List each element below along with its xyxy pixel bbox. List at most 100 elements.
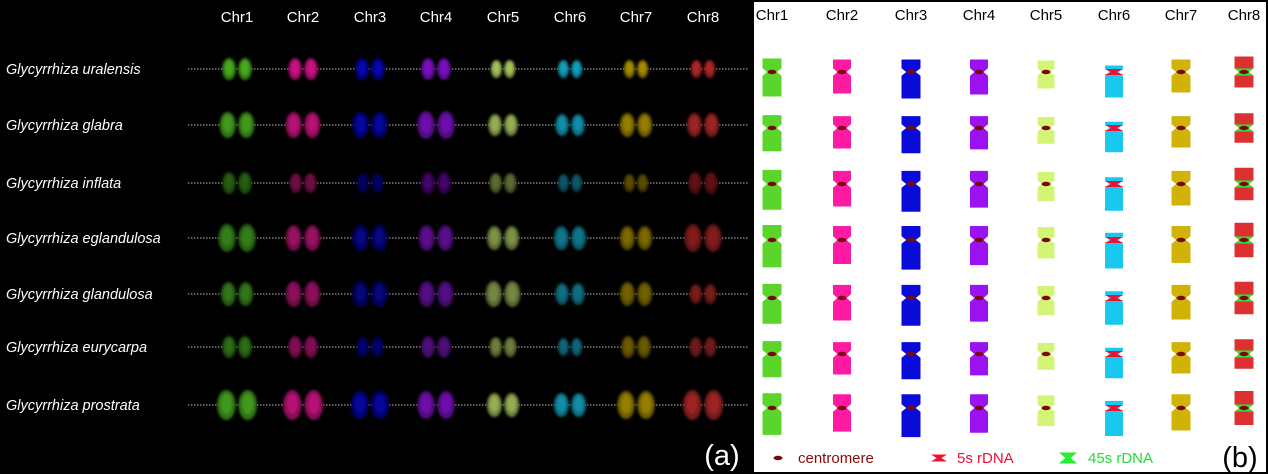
chromatid-core [240,174,250,190]
chromatid-core [706,174,716,190]
ideogram-chromosome [762,224,782,268]
ideogram-chromosome [762,393,782,435]
ideogram-chromosome [970,116,988,150]
ideogram-chromosome [1171,59,1191,93]
ideogram-chromosome [833,170,851,207]
rdna-5s-mark [1104,237,1124,243]
chromatid-core [358,175,367,189]
chromosome-body [762,393,782,435]
chromosome-body [970,116,988,150]
chromatid-core [288,115,299,133]
chromatid-core [623,338,633,354]
panel-a-chr-label: Chr5 [487,9,520,26]
centromere-mark [1176,125,1186,131]
panel-b-chr-label: Chr7 [1165,7,1198,24]
centromere-mark [974,69,984,75]
chromatid-core [355,228,366,246]
chromatid-core [488,284,499,302]
chromatid-core [374,284,385,302]
centromere-mark [1176,295,1186,301]
chromatid-core [507,228,517,246]
chromatid-core [573,175,581,189]
chromatid-core [308,393,320,415]
ideogram-chromosome [762,58,782,97]
chromatid-core [241,115,252,133]
ideogram-chromosome [762,169,782,210]
ideogram-chromosome [1171,170,1191,206]
chromatid-core [690,174,700,190]
chromatid-core [354,394,366,414]
centromere-mark [906,237,916,243]
centromere-mark [906,405,916,411]
centromere-mark [837,237,847,243]
ideogram-chromosome [1037,343,1055,370]
chromatid-core [691,286,700,300]
chromosome-body [901,226,921,270]
centromere-mark [767,237,777,243]
centromere-mark [1176,405,1186,411]
chromatid-core [707,227,719,247]
ideogram-chromosome [1037,285,1055,316]
ideogram-chromosome [970,170,988,208]
chromosome-body [970,394,988,433]
chromosome-body [1171,284,1191,320]
centromere-mark [837,405,847,411]
ideogram-chromosome [833,226,851,265]
chromosome-body [901,116,921,154]
chromatid-core [374,228,385,246]
chromosome-body [833,394,851,432]
centromere-mark [1239,69,1249,75]
ideogram-chromosome [1171,394,1191,431]
chromosome-body [1037,60,1055,89]
panel-b-chr-label: Chr3 [895,7,928,24]
ideogram-chromosome [1037,117,1055,144]
chromatid-core [625,175,633,189]
centromere-mark [837,125,847,131]
centromere-mark [906,295,916,301]
centromere-mark [1239,295,1249,301]
chromatid-core [440,284,451,302]
chromatid-core [221,227,233,247]
chromatid-core [556,228,566,246]
chromatid-core [420,114,432,134]
centromere-mark [974,351,984,357]
chromatid-core [373,339,382,353]
panel-a-chr-label: Chr2 [287,9,320,26]
chromatid-core [687,227,699,247]
chromatid-core [708,393,720,415]
chromosome-body [1171,394,1191,431]
centromere-mark [974,125,984,131]
chromatid-core [639,175,647,189]
chromosome-body [833,226,851,265]
chromatid-core [491,339,500,353]
chromatid-core [306,175,315,189]
ideogram-chromosome [901,284,921,326]
panel-label-a: (a) [704,440,739,472]
chromatid-core [620,394,632,414]
chromatid-core [358,339,367,353]
chromatid-core [489,228,499,246]
ideogram-chromosome [901,170,921,212]
chromosome-body [1037,171,1055,202]
panel-b-chr-label: Chr6 [1098,7,1131,24]
chromatid-core [691,339,700,353]
chromosome-body [901,170,921,212]
species-label: Glycyrrhiza uralensis [6,62,141,78]
chromosome-body [1171,170,1191,206]
panel-a-chr-label: Chr1 [221,9,254,26]
chromosome-body [1037,343,1055,370]
ideogram-chromosome [1037,227,1055,259]
chromatid-core [291,175,300,189]
chromosome-body [970,284,988,322]
chromatid-core [559,61,567,75]
chromatid-core [506,339,515,353]
chromatid-core [639,338,649,354]
ideogram-chromosome [1037,171,1055,202]
chromatid-core [286,393,298,415]
chromosome-body [970,226,988,266]
chromosome-body [901,59,921,99]
ideogram-chromosome [970,226,988,266]
legend-5s-symbol [931,454,947,462]
ideogram-chromosome [762,341,782,378]
chromosome-body [1171,226,1191,263]
